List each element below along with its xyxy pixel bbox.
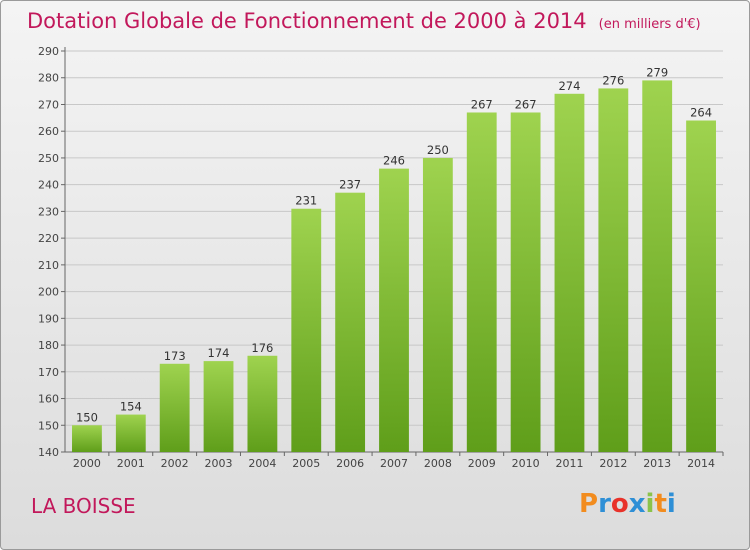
x-tick-label: 2011 <box>555 457 583 470</box>
bar-2002 <box>159 363 190 452</box>
value-label: 174 <box>208 346 230 360</box>
unit-subtitle: (en milliers d'€) <box>598 17 701 32</box>
bar-2009 <box>466 112 497 452</box>
logo-letter: i <box>666 489 676 519</box>
y-tick-label: 160 <box>38 393 59 406</box>
logo-letter: x <box>628 489 646 519</box>
x-tick-label: 2001 <box>117 457 145 470</box>
x-tick-label: 2014 <box>687 457 715 470</box>
bar-2000 <box>72 425 102 452</box>
y-tick-label: 250 <box>38 152 59 165</box>
title-text: Dotation Globale de Fonctionnement de 20… <box>27 9 587 33</box>
x-tick-label: 2006 <box>336 457 364 470</box>
x-tick-label: 2007 <box>380 457 408 470</box>
bar-2001 <box>115 414 146 452</box>
value-label: 237 <box>339 178 361 192</box>
bar-2011 <box>554 93 585 453</box>
value-label: 176 <box>251 341 273 355</box>
bar-2014 <box>686 120 716 453</box>
y-tick-label: 150 <box>38 419 59 432</box>
y-tick-label: 260 <box>38 125 59 138</box>
bar-2008 <box>422 157 453 452</box>
y-tick-label: 280 <box>38 72 59 85</box>
value-label: 264 <box>690 106 712 120</box>
bar-2004 <box>247 355 278 452</box>
value-label: 150 <box>76 410 98 424</box>
data-labels: 150 154 173 174 176 231 237 246 250 267 267 274 276 2… <box>76 65 712 424</box>
value-label: 267 <box>471 97 493 111</box>
y-tick-label: 170 <box>38 366 59 379</box>
logo-letter: r <box>598 489 611 519</box>
bar-2013 <box>642 80 673 452</box>
x-tick-label: 2000 <box>73 457 101 470</box>
y-tick-label: 240 <box>38 179 59 192</box>
logo-letter: t <box>654 489 667 519</box>
x-tick-label: 2013 <box>643 457 671 470</box>
y-tick-label: 140 <box>38 446 59 459</box>
logo-letter: o <box>610 489 629 519</box>
x-tick-label: 2003 <box>205 457 233 470</box>
y-tick-label: 180 <box>38 339 59 352</box>
y-tick-label: 220 <box>38 232 59 245</box>
bar-2007 <box>379 168 409 453</box>
value-label: 276 <box>602 73 624 87</box>
x-tick-label: 2008 <box>424 457 452 470</box>
x-tick-label: 2002 <box>161 457 189 470</box>
y-tick-label: 190 <box>38 312 59 325</box>
value-label: 267 <box>515 97 537 111</box>
y-tick-label: 210 <box>38 259 59 272</box>
x-tick-label: 2004 <box>248 457 276 470</box>
bar-2010 <box>510 112 541 452</box>
bars <box>72 80 716 453</box>
x-tick-label: 2009 <box>468 457 496 470</box>
bar-2006 <box>335 192 366 453</box>
commune-name: LA BOISSE <box>31 494 136 518</box>
logo-letter: P <box>579 489 599 519</box>
value-label: 231 <box>295 194 317 208</box>
bar-2012 <box>598 88 629 452</box>
value-label: 279 <box>646 65 668 79</box>
x-tick-label: 2012 <box>599 457 627 470</box>
proxiti-logo: Proxiti <box>579 489 676 519</box>
value-label: 246 <box>383 154 405 168</box>
bar-2005 <box>291 208 322 452</box>
value-label: 154 <box>120 400 142 414</box>
value-label: 274 <box>558 79 580 93</box>
y-tick-label: 270 <box>38 98 59 111</box>
value-label: 173 <box>164 349 186 363</box>
logo-letter: i <box>645 489 655 519</box>
y-tick-label: 230 <box>38 205 59 218</box>
value-label: 250 <box>427 143 449 157</box>
y-tick-label: 290 <box>38 45 59 58</box>
y-tick-label: 200 <box>38 286 59 299</box>
x-tick-label: 2005 <box>292 457 320 470</box>
bar-2003 <box>203 361 234 452</box>
x-tick-label: 2010 <box>512 457 540 470</box>
axes: 140 150 160 170 180 190 200 210 220 230 240 250 260 2… <box>38 45 724 470</box>
chart-title: Dotation Globale de Fonctionnement de 20… <box>27 9 701 33</box>
